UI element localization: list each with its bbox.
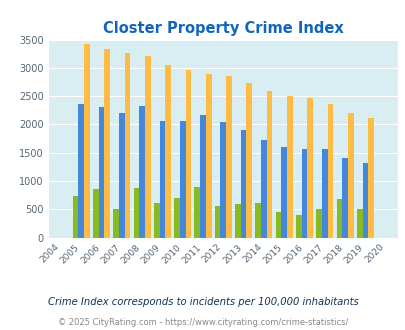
Bar xyxy=(341,158,347,238)
Bar xyxy=(240,130,246,238)
Bar xyxy=(367,118,373,238)
Bar xyxy=(124,53,130,238)
Bar xyxy=(255,203,260,238)
Title: Closter Property Crime Index: Closter Property Crime Index xyxy=(103,21,343,36)
Bar xyxy=(98,107,104,238)
Bar xyxy=(281,147,286,238)
Bar xyxy=(153,203,159,238)
Bar xyxy=(266,90,272,238)
Bar xyxy=(174,198,179,238)
Bar xyxy=(179,121,185,238)
Bar xyxy=(214,206,220,238)
Bar xyxy=(113,209,119,238)
Bar xyxy=(104,49,110,238)
Bar xyxy=(72,196,78,238)
Text: Crime Index corresponds to incidents per 100,000 inhabitants: Crime Index corresponds to incidents per… xyxy=(47,297,358,307)
Bar xyxy=(315,209,321,238)
Bar xyxy=(119,113,124,238)
Bar xyxy=(234,204,240,238)
Bar xyxy=(185,70,191,238)
Bar xyxy=(133,188,139,238)
Bar xyxy=(145,56,150,238)
Bar xyxy=(205,74,211,238)
Bar xyxy=(226,76,231,238)
Bar xyxy=(246,83,252,238)
Bar xyxy=(301,149,307,238)
Bar xyxy=(260,140,266,238)
Bar xyxy=(336,199,341,238)
Bar xyxy=(200,115,205,238)
Text: © 2025 CityRating.com - https://www.cityrating.com/crime-statistics/: © 2025 CityRating.com - https://www.city… xyxy=(58,318,347,327)
Bar xyxy=(295,215,301,238)
Bar xyxy=(275,212,281,238)
Bar xyxy=(165,65,171,238)
Bar xyxy=(356,209,362,238)
Bar xyxy=(78,104,84,238)
Bar xyxy=(347,113,353,238)
Bar xyxy=(194,187,200,238)
Bar xyxy=(362,163,367,238)
Bar xyxy=(220,122,226,238)
Bar xyxy=(327,104,333,238)
Bar xyxy=(286,96,292,238)
Bar xyxy=(321,149,327,238)
Bar xyxy=(93,189,98,238)
Bar xyxy=(84,44,90,238)
Bar xyxy=(159,121,165,238)
Bar xyxy=(139,106,145,238)
Bar xyxy=(307,98,312,238)
